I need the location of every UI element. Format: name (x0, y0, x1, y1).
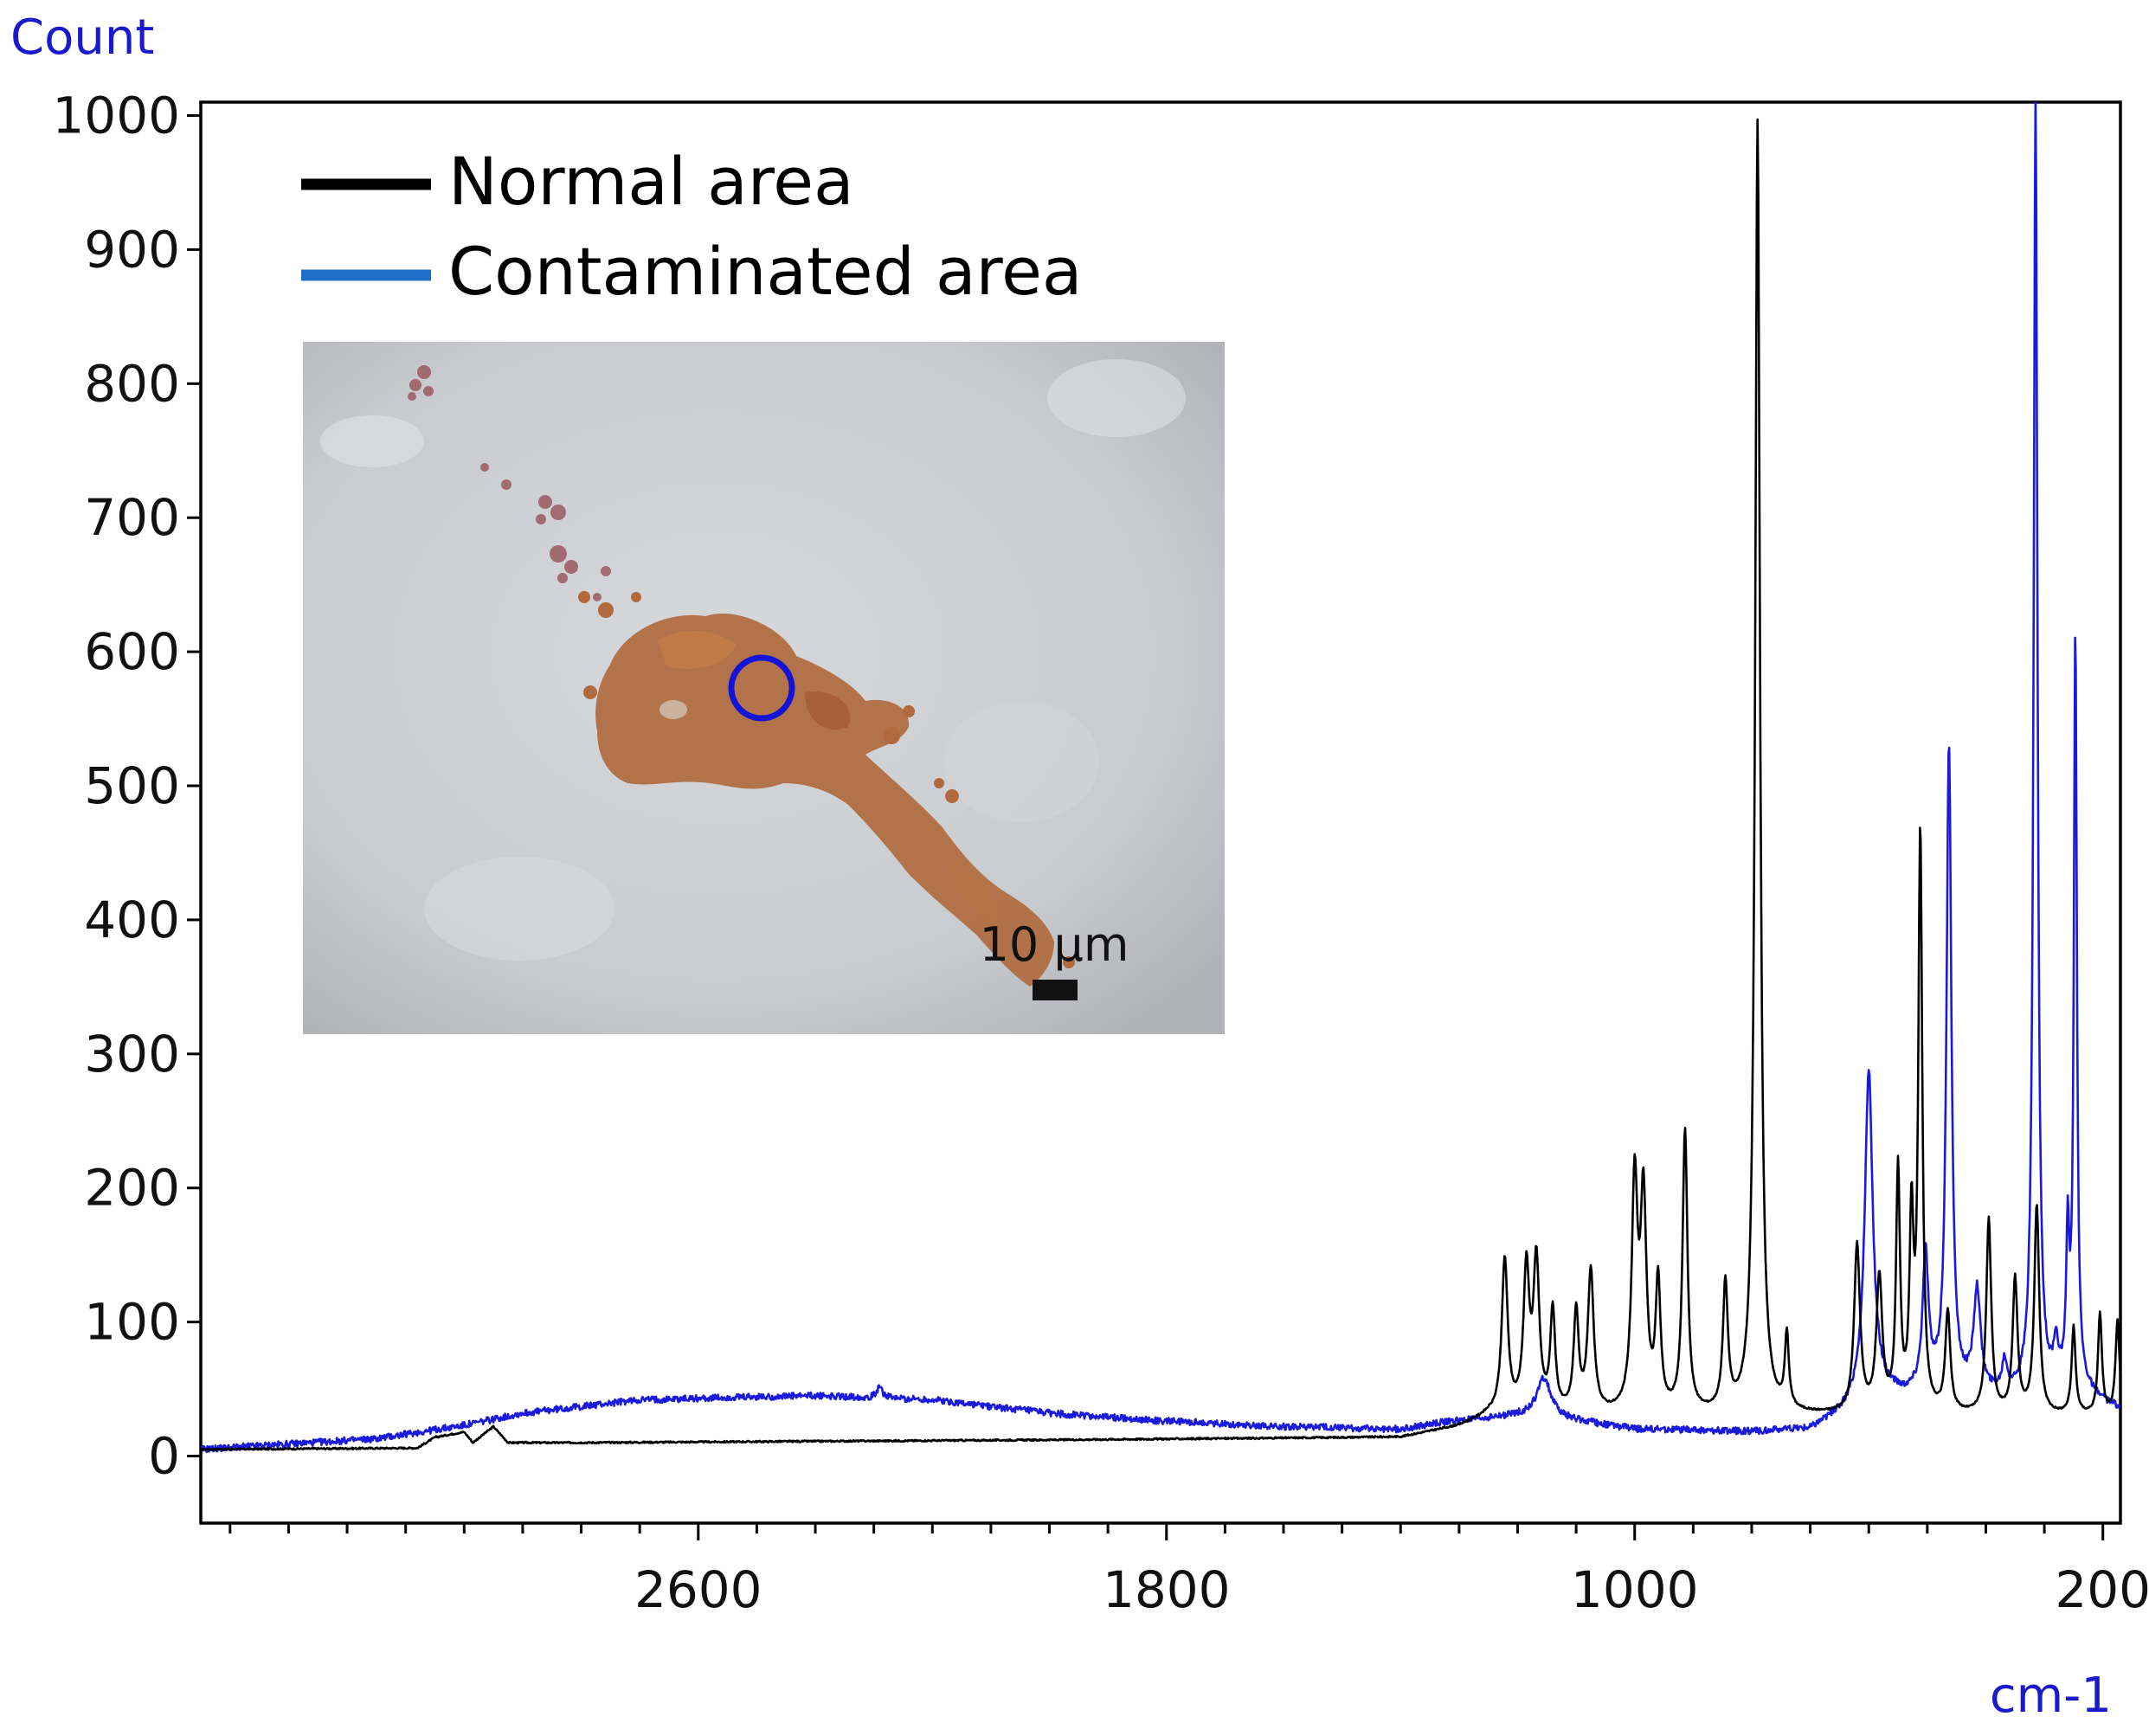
legend-label-normal-area: Normal area (448, 143, 854, 220)
legend-label-contaminated-area: Contaminated area (448, 233, 1082, 310)
plot-frame (199, 100, 2122, 1525)
x-tick-label: 1800 (1103, 1560, 1231, 1619)
contamination-particle (578, 591, 1075, 987)
scale-bar (1033, 980, 1078, 1000)
x-tick-label: 2600 (634, 1560, 762, 1619)
y-tick-label: 800 (84, 354, 180, 413)
y-tick-label: 900 (84, 220, 180, 279)
y-tick-label: 400 (84, 891, 180, 949)
y-tick-label: 0 (148, 1427, 180, 1486)
inset-micrograph: 10 µm (303, 342, 1225, 1034)
x-tick-label: 1000 (1571, 1560, 1699, 1619)
y-tick-label: 100 (84, 1293, 180, 1352)
legend: Normal area Contaminated area (301, 143, 1082, 310)
y-tick-label: 300 (84, 1025, 180, 1083)
x-axis-title: cm-1 (1990, 1668, 2112, 1724)
y-axis-title: Count (10, 10, 154, 66)
x-tick-label: 200 (2055, 1560, 2149, 1619)
scale-bar-label: 10 µm (980, 917, 1129, 972)
y-tick-label: 200 (84, 1159, 180, 1218)
y-tick-label: 1000 (52, 86, 180, 145)
y-tick-label: 500 (84, 756, 180, 815)
reddish-speckles (408, 365, 611, 601)
y-axis: 0 100 200 300 400 500 600 700 800 900 1000 (52, 86, 201, 1486)
x-axis: 2600 1800 1000 200 (228, 1523, 2149, 1619)
series-line-normal-area (201, 118, 2120, 1451)
y-tick-label: 600 (84, 622, 180, 681)
y-tick-label: 700 (84, 488, 180, 547)
series-line-contaminated-area (201, 102, 2120, 1454)
measurement-spot-marker (728, 654, 795, 722)
